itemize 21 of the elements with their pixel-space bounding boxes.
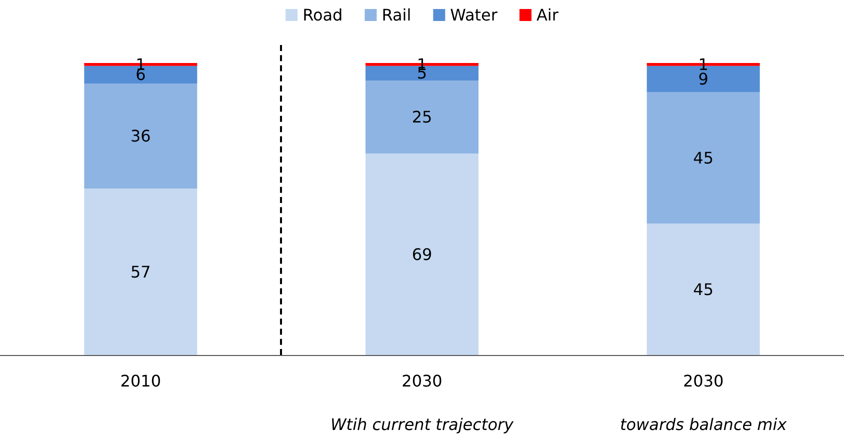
bar (646, 92, 760, 224)
bar (646, 224, 760, 355)
legend-label: Road (302, 6, 343, 24)
bar (366, 80, 478, 154)
bar (84, 83, 198, 189)
data-label: 45 (693, 148, 714, 168)
x-tick-label: 2010 (120, 372, 162, 390)
x-tick-label: 2030 (402, 372, 442, 390)
data-label: 25 (412, 108, 432, 127)
legend-label: Water (450, 6, 498, 24)
data-label: 36 (130, 126, 151, 146)
bar (84, 188, 198, 355)
data-label: 45 (693, 280, 714, 299)
text: Wtih current trajectory (329, 415, 515, 434)
data-label: 69 (412, 244, 432, 264)
bar (366, 154, 478, 355)
legend-label: Air (536, 6, 559, 24)
text: towards balance mix (618, 415, 788, 434)
data-label: 57 (130, 262, 151, 282)
legend-label: Rail (382, 6, 412, 24)
x-tick-label: 2030 (682, 372, 724, 390)
